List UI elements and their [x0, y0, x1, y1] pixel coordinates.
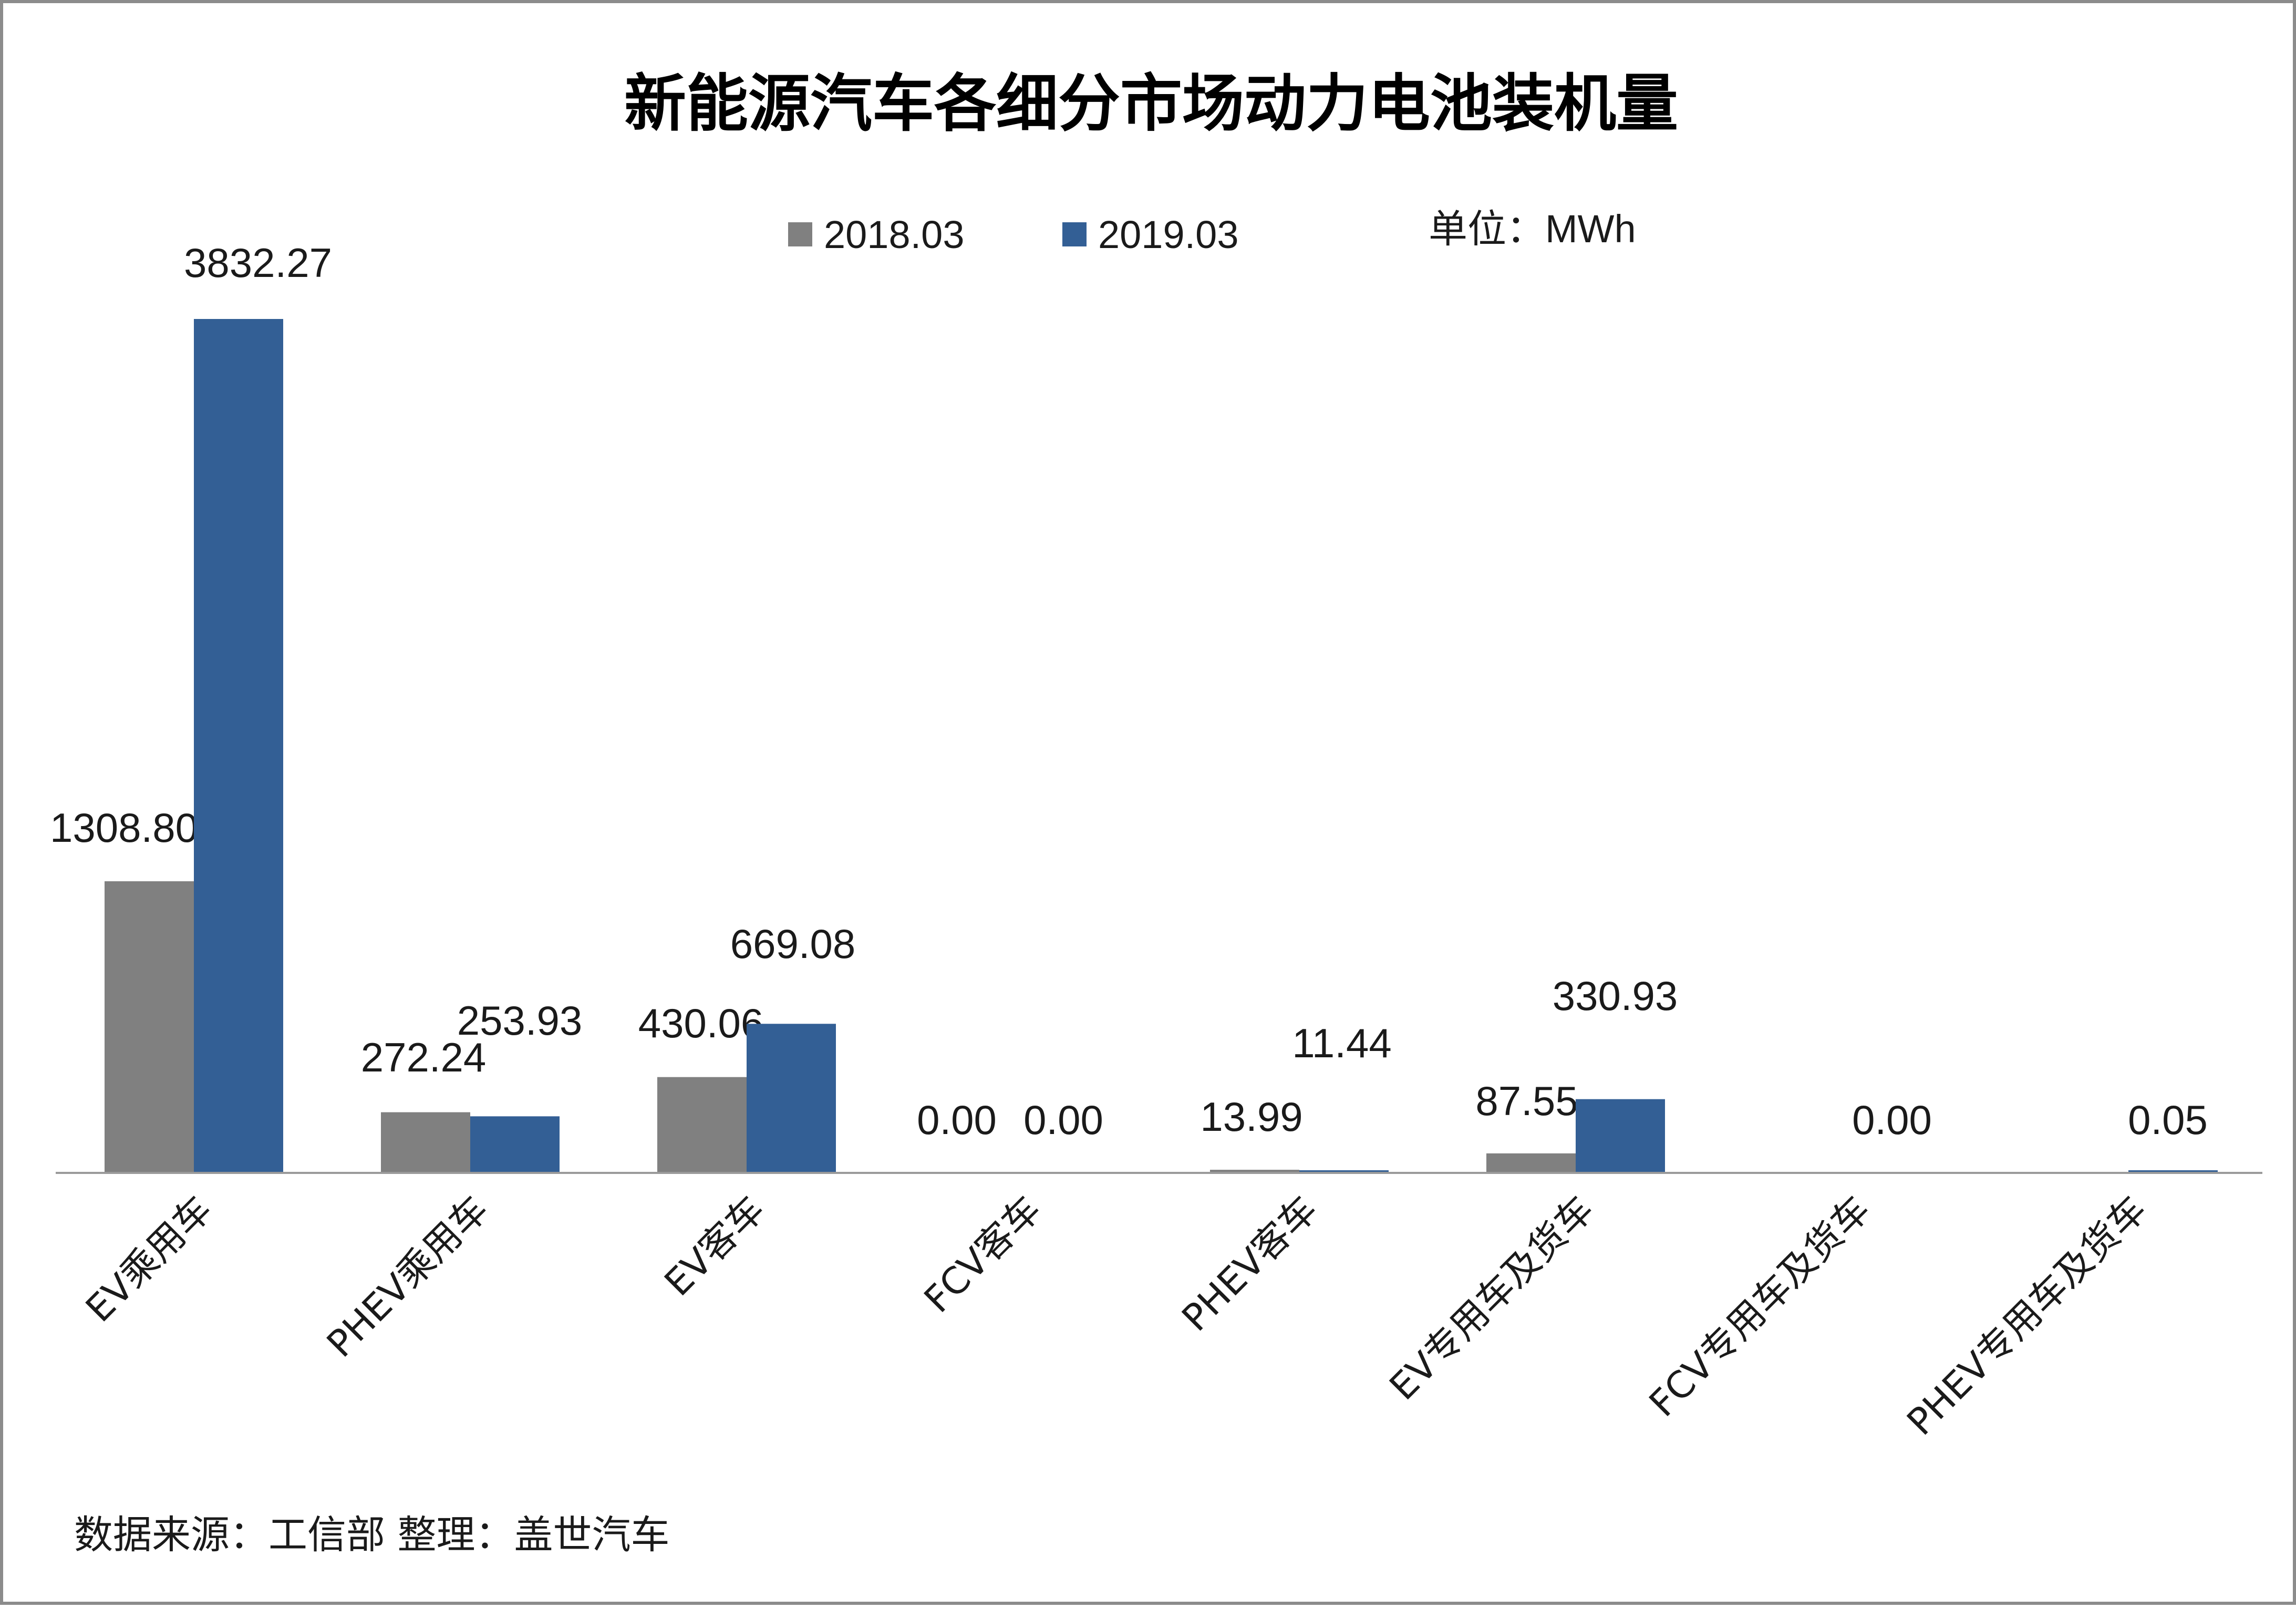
- data-label-2019-0: 3832.27: [184, 240, 332, 286]
- x-tick-label-4: PHEV客车: [1174, 1188, 1326, 1339]
- x-tick-label-0: EV乘用车: [77, 1188, 220, 1331]
- data-label-2019-3: 0.00: [1023, 1097, 1103, 1143]
- bar-2019-1: [470, 1116, 560, 1173]
- bar-2019-2: [747, 1024, 836, 1173]
- bar-2018-0: [105, 881, 194, 1173]
- data-label-2019-4: 11.44: [1292, 1020, 1391, 1066]
- data-label-2018-1: 272.24: [361, 1034, 487, 1080]
- unit-label: 单位：MWh: [1429, 207, 1636, 251]
- data-label-2018-2: 430.06: [638, 1000, 764, 1046]
- bar-2019-0: [194, 319, 283, 1173]
- legend-swatch-2019: [1062, 222, 1087, 246]
- x-tick-label-7: PHEV专用车及货车: [1899, 1188, 2155, 1444]
- x-tick-label-1: PHEV乘用车: [318, 1188, 497, 1366]
- bar-2019-4: [1299, 1170, 1389, 1173]
- bar-2018-4: [1210, 1170, 1299, 1173]
- data-source-note: 数据来源：工信部 整理：盖世汽车: [74, 1512, 670, 1558]
- data-label-2018-4: 13.99: [1200, 1094, 1302, 1140]
- legend-label-2019: 2019.03: [1098, 213, 1239, 256]
- legend-label-2018: 2018.03: [824, 213, 965, 256]
- x-tick-label-3: FCV客车: [916, 1188, 1049, 1321]
- bar-2018-1: [381, 1112, 470, 1173]
- chart-title: 新能源汽车各细分市场动力电池装机量: [624, 67, 1678, 140]
- bar-2018-5: [1486, 1153, 1576, 1173]
- data-label-2019-6: 0.00: [1852, 1097, 1932, 1143]
- x-tick-label-5: EV专用车及货车: [1381, 1188, 1602, 1408]
- data-label-2019-7: 0.05: [2128, 1097, 2208, 1143]
- bar-2018-2: [657, 1077, 747, 1173]
- data-label-2019-2: 669.08: [730, 921, 856, 967]
- data-label-2018-3: 0.00: [917, 1097, 997, 1143]
- data-label-2019-5: 330.93: [1553, 973, 1678, 1019]
- legend: 2018.03 2019.03: [788, 213, 1239, 256]
- data-label-2018-0: 1308.80: [50, 805, 198, 851]
- data-label-2019-1: 253.93: [457, 997, 583, 1044]
- legend-swatch-2018: [788, 222, 812, 246]
- bar-2019-7: [2128, 1170, 2218, 1173]
- data-label-2018-5: 87.55: [1475, 1078, 1578, 1124]
- bar-2019-5: [1576, 1099, 1665, 1173]
- x-tick-label-2: EV客车: [656, 1188, 773, 1304]
- chart-canvas: 新能源汽车各细分市场动力电池装机量 2018.03 2019.03 单位：MWh…: [50, 67, 2262, 1558]
- x-tick-label-6: FCV专用车及货车: [1641, 1188, 1878, 1425]
